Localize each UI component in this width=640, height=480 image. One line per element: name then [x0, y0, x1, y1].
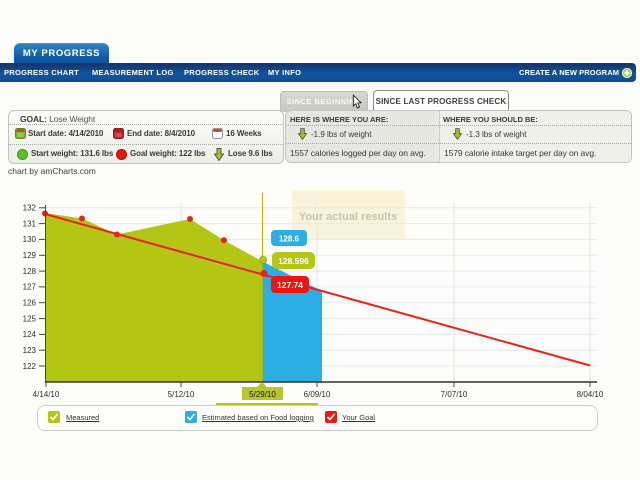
svg-text:5/29/10: 5/29/10	[249, 390, 276, 399]
svg-text:4/14/10: 4/14/10	[33, 390, 60, 399]
svg-text:126: 126	[23, 299, 37, 308]
svg-text:128.596: 128.596	[278, 256, 309, 266]
svg-text:8/04/10: 8/04/10	[577, 390, 604, 399]
svg-text:5/12/10: 5/12/10	[168, 390, 195, 399]
svg-text:129: 129	[23, 251, 37, 260]
svg-text:123: 123	[23, 346, 37, 355]
svg-text:128: 128	[23, 267, 37, 276]
svg-text:122: 122	[23, 362, 37, 371]
svg-text:131: 131	[23, 219, 37, 228]
svg-text:130: 130	[23, 235, 37, 244]
svg-text:127: 127	[23, 283, 37, 292]
svg-text:125: 125	[23, 314, 37, 323]
svg-text:6/09/10: 6/09/10	[304, 390, 331, 399]
svg-text:Your actual results: Your actual results	[299, 211, 397, 223]
svg-text:124: 124	[23, 330, 37, 339]
svg-text:127.74: 127.74	[277, 280, 303, 290]
svg-text:128.6: 128.6	[279, 235, 300, 244]
svg-text:132: 132	[23, 204, 37, 213]
svg-text:7/07/10: 7/07/10	[441, 390, 468, 399]
